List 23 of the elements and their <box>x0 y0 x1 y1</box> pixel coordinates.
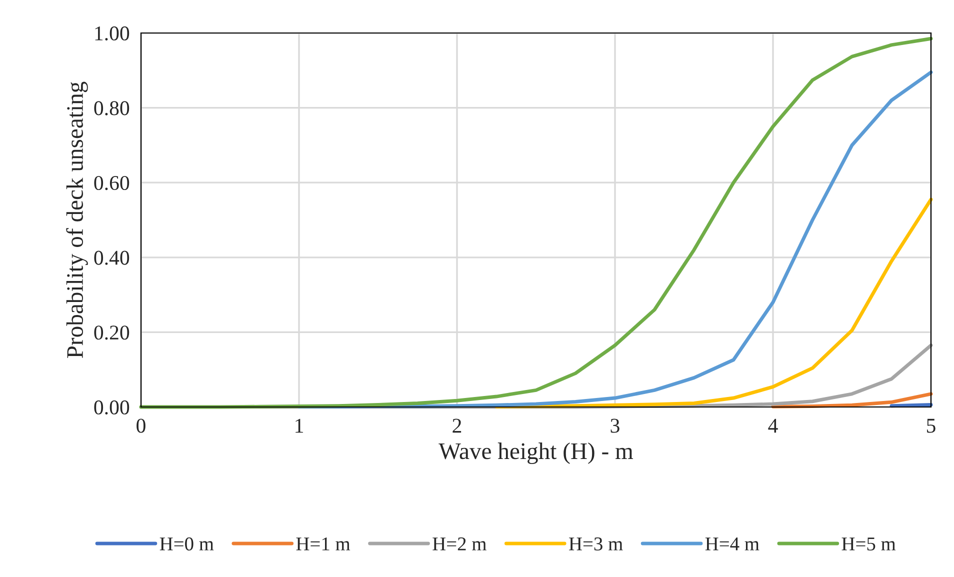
legend-label: H=1 m <box>296 537 350 550</box>
legend-label: H=3 m <box>569 537 623 551</box>
y-axis-title: Probability of deck unseating <box>66 82 88 358</box>
x-tick-label: 2 <box>452 418 462 433</box>
y-tick-label: 1.00 <box>95 26 130 41</box>
legend-label: H=5 m <box>842 538 896 551</box>
y-tick-label: 0.20 <box>94 326 130 340</box>
x-tick-label: 0 <box>136 418 146 433</box>
legend-label: H=2 m <box>432 537 486 550</box>
x-tick-label: 3 <box>610 418 620 433</box>
y-tick-label: 0.40 <box>94 250 130 265</box>
x-tick-label: 1 <box>296 418 303 433</box>
y-tick-label: 0.60 <box>94 176 130 190</box>
line-series <box>494 198 933 408</box>
legend-label: H=0 m <box>160 537 214 551</box>
y-tick-label: 0.80 <box>94 101 130 116</box>
line-series <box>297 70 933 408</box>
legend-label: H=4 m <box>705 538 760 550</box>
y-tick-label: 0.00 <box>94 400 130 415</box>
line-series <box>771 392 933 408</box>
x-tick-label: 4 <box>768 418 778 433</box>
x-tick-label: 5 <box>927 418 936 433</box>
x-axis-title: Wave height (H) - m <box>438 442 634 464</box>
